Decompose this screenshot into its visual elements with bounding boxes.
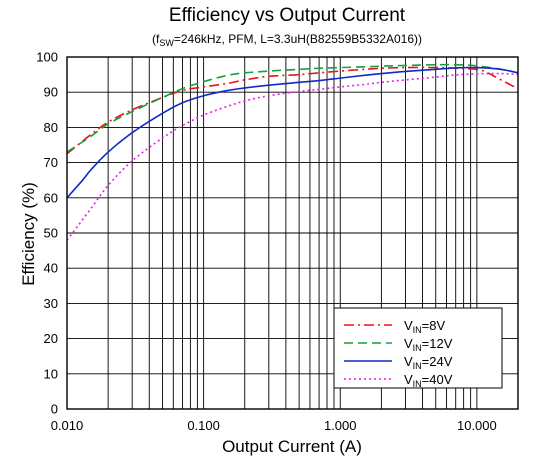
plot-frame <box>66 56 519 410</box>
legend-label-sub: IN <box>413 325 422 335</box>
legend-label-sub: IN <box>413 379 422 389</box>
y-tick-label: 20 <box>44 331 58 346</box>
legend-label-main: V <box>404 336 413 351</box>
subtitle-prefix: (f <box>152 32 160 46</box>
chart-title: Efficiency vs Output Current <box>169 5 406 26</box>
legend-label-4: VIN=40V <box>404 372 453 389</box>
legend-label-rest: =12V <box>422 336 453 351</box>
y-axis-label: Efficiency (%) <box>19 182 38 286</box>
x-tick-label: 0.100 <box>187 418 220 433</box>
series-line-2 <box>66 63 519 153</box>
x-tick-labels: 0.010 0.100 1.000 10.000 <box>51 418 497 433</box>
x-tick-label: 10.000 <box>457 418 497 433</box>
y-tick-label: 90 <box>44 85 58 100</box>
legend-label-rest: =24V <box>422 354 453 369</box>
y-tick-label: 50 <box>44 226 58 241</box>
legend-label-sub: IN <box>413 343 422 353</box>
y-tick-label: 70 <box>44 155 58 170</box>
legend-label-sub: IN <box>413 361 422 371</box>
series-line-4 <box>66 72 519 241</box>
legend-label-1: VIN=8V <box>404 318 445 335</box>
chart-subtitle: (fSW=246kHz, PFM, L=3.3uH(B82559B5332A01… <box>152 32 422 48</box>
x-axis-label: Output Current (A) <box>222 437 362 456</box>
legend-box <box>333 307 503 389</box>
legend-label-main: V <box>404 372 413 387</box>
y-tick-label: 100 <box>36 50 58 65</box>
y-tick-label: 60 <box>44 190 58 205</box>
series-line-3 <box>66 66 519 199</box>
x-tick-label: 0.010 <box>51 418 84 433</box>
legend-label-2: VIN=12V <box>404 336 453 353</box>
series-layer <box>66 63 519 241</box>
y-tick-label: 80 <box>44 120 58 135</box>
x-tick-label: 1.000 <box>324 418 357 433</box>
y-tick-label: 30 <box>44 296 58 311</box>
legend-label-rest: =8V <box>422 318 446 333</box>
legend-label-main: V <box>404 318 413 333</box>
y-tick-label: 0 <box>51 402 58 417</box>
subtitle-subscript: SW <box>159 38 174 48</box>
legend-label-rest: =40V <box>422 372 453 387</box>
legend-label-main: V <box>404 354 413 369</box>
y-tick-label: 10 <box>44 366 58 381</box>
series-line-1 <box>66 66 519 155</box>
subtitle-rest: =246kHz, PFM, L=3.3uH(B82559B5332A016)) <box>174 32 422 46</box>
y-tick-label: 40 <box>44 261 58 276</box>
legend-label-3: VIN=24V <box>404 354 453 371</box>
y-tick-labels: 0 10 20 30 40 50 60 70 80 90 100 <box>36 50 58 417</box>
